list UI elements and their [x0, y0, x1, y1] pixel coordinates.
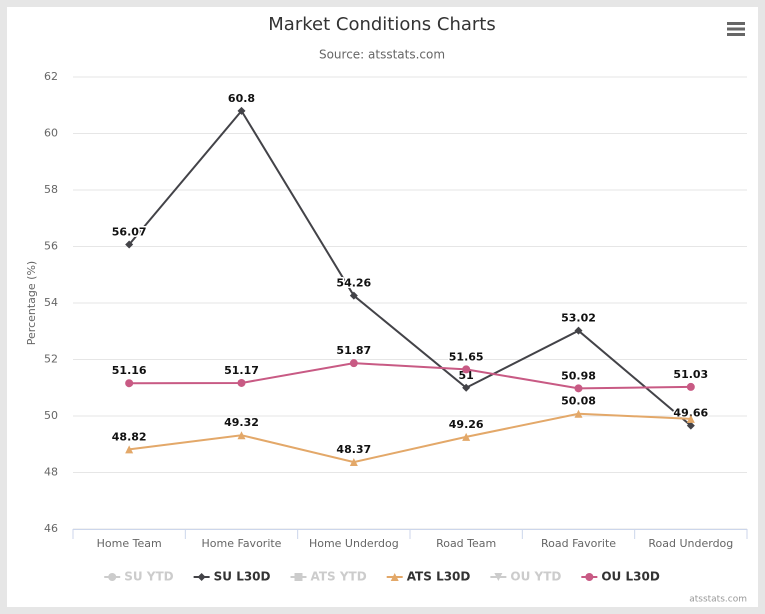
y-tick-label: 56	[44, 240, 58, 253]
point	[494, 573, 503, 581]
point	[574, 384, 583, 393]
menu-bar[interactable]	[727, 22, 745, 25]
y-tick-label: 62	[44, 70, 58, 83]
menu-button[interactable]	[727, 22, 745, 36]
point	[462, 383, 471, 392]
x-tick-label: Home Team	[97, 537, 162, 550]
x-tick-label: Home Favorite	[202, 537, 282, 550]
point	[125, 379, 134, 388]
x-tick-label: Road Favorite	[541, 537, 616, 550]
y-tick-label: 54	[44, 296, 58, 309]
data-label: 49.26	[449, 418, 484, 431]
menu-bar[interactable]	[727, 27, 745, 31]
chart-title: Market Conditions Charts	[268, 14, 495, 35]
point	[686, 421, 695, 430]
point	[237, 106, 246, 115]
legend-label: ATS YTD	[311, 570, 367, 584]
x-tick-label: Home Underdog	[309, 537, 399, 550]
y-tick-label: 46	[44, 522, 58, 535]
series-line	[129, 362, 691, 390]
point	[125, 240, 134, 249]
legend-item[interactable]: SU YTD	[104, 570, 174, 584]
y-tick-label: 48	[44, 466, 58, 479]
y-tick-label: 60	[44, 127, 58, 140]
menu-bar[interactable]	[727, 33, 745, 36]
point	[294, 573, 303, 581]
legend-label: SU YTD	[124, 570, 173, 584]
data-label: 51	[459, 369, 474, 382]
legend-item[interactable]: OU L30D	[581, 570, 660, 584]
x-tick-label: Road Underdog	[648, 537, 733, 550]
point	[462, 365, 471, 374]
point	[390, 573, 399, 581]
y-axis-label: Percentage (%)	[25, 261, 38, 345]
point	[197, 573, 206, 581]
data-label: 56.07	[112, 226, 147, 239]
y-tick-label: 50	[44, 409, 58, 422]
legend-label: SU L30D	[214, 570, 271, 584]
point	[349, 458, 358, 467]
data-label: 51.17	[224, 364, 259, 377]
point	[574, 326, 583, 335]
data-label: 50.98	[561, 369, 596, 382]
legend: SU YTD SU L30D ATS YTD ATS L30D OU YTD OU L30…	[104, 570, 660, 584]
legend-item[interactable]: ATS YTD	[290, 570, 367, 584]
y-tick-label: 58	[44, 183, 58, 196]
data-label: 49.32	[224, 416, 259, 429]
legend-label: OU YTD	[510, 570, 561, 584]
x-tick-label: Road Team	[436, 537, 496, 550]
point	[349, 359, 358, 368]
point	[686, 414, 695, 423]
data-label: 53.02	[561, 312, 596, 325]
data-label: 51.87	[336, 344, 371, 357]
legend-item[interactable]: SU L30D	[193, 570, 271, 584]
data-label: 48.82	[112, 430, 147, 443]
chart-subtitle: Source: atsstats.com	[319, 48, 445, 62]
chart-background	[7, 7, 758, 607]
point	[686, 382, 695, 391]
y-tick-label: 52	[44, 353, 58, 366]
data-label: 51.65	[449, 350, 484, 363]
series-line	[128, 109, 692, 427]
series-line	[129, 412, 691, 464]
point	[349, 291, 358, 300]
point	[125, 445, 134, 454]
data-label: 48.37	[336, 443, 371, 456]
legend-item[interactable]: ATS L30D	[386, 570, 471, 584]
data-label: 51.03	[673, 368, 708, 381]
legend-label: ATS L30D	[407, 570, 471, 584]
point	[574, 409, 583, 418]
data-label: 60.8	[228, 92, 255, 105]
point	[585, 573, 594, 581]
credits: atsstats.com	[689, 595, 747, 605]
point	[462, 432, 471, 441]
data-label: 54.26	[336, 277, 371, 290]
legend-label: OU L30D	[601, 570, 659, 584]
data-label: 51.16	[112, 364, 147, 377]
data-label: 50.08	[561, 395, 596, 408]
legend-item[interactable]: OU YTD	[490, 570, 561, 584]
point	[108, 573, 117, 581]
point	[237, 378, 246, 387]
point	[237, 431, 246, 440]
data-label: 49.66	[673, 407, 708, 420]
